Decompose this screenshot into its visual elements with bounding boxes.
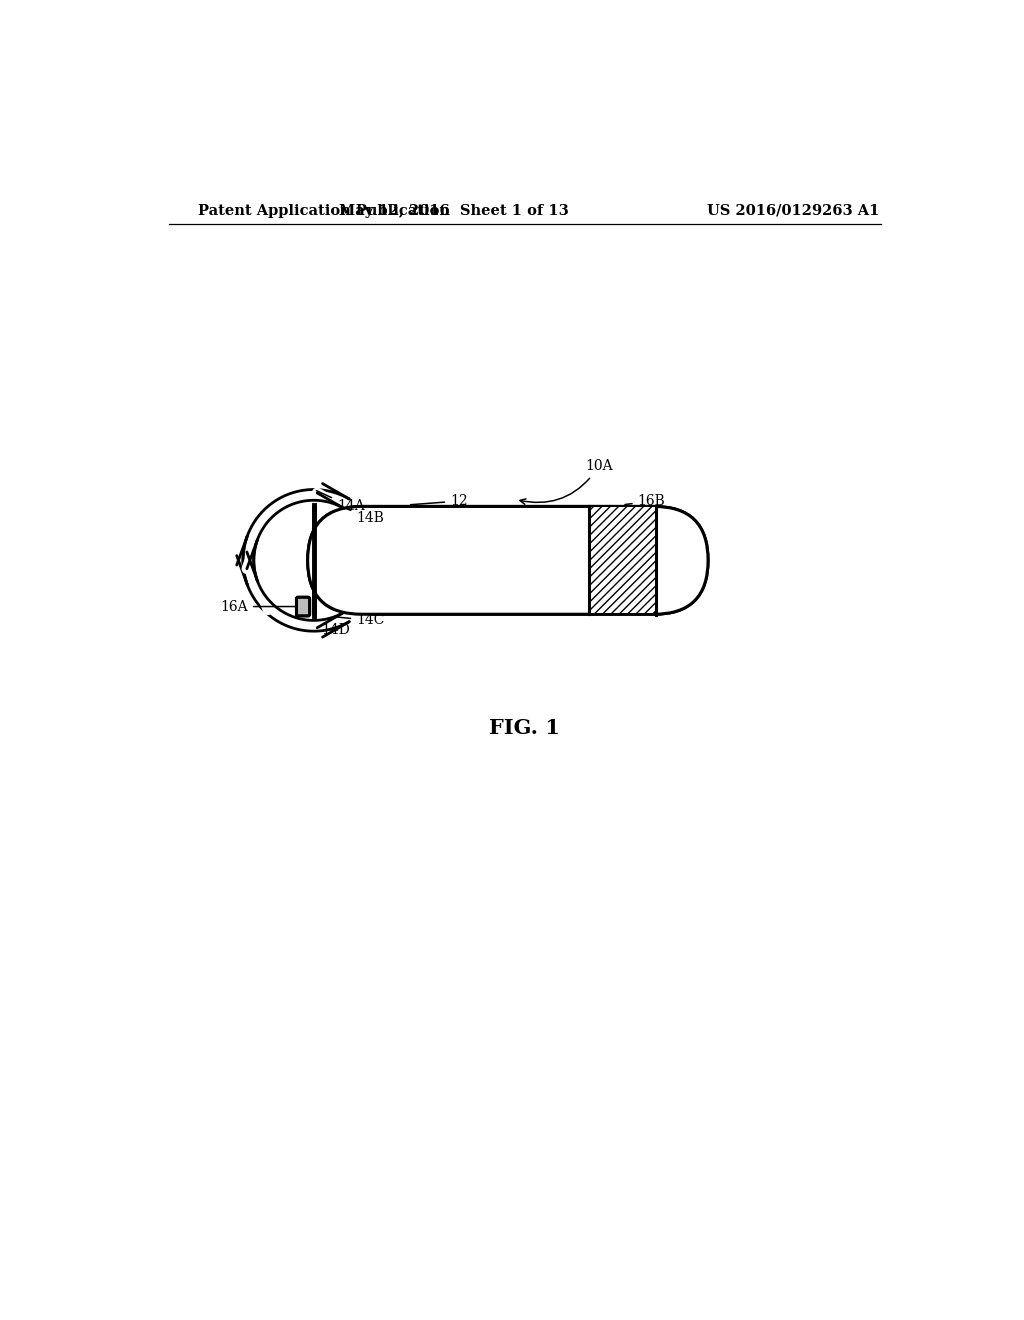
Text: 16B: 16B: [625, 494, 666, 508]
Text: 16A: 16A: [220, 599, 295, 614]
Text: 10A: 10A: [520, 459, 612, 504]
Text: 14B: 14B: [337, 506, 384, 525]
Text: May 12, 2016  Sheet 1 of 13: May 12, 2016 Sheet 1 of 13: [339, 203, 569, 218]
Text: 14C: 14C: [337, 614, 385, 627]
Text: US 2016/0129263 A1: US 2016/0129263 A1: [707, 203, 879, 218]
FancyBboxPatch shape: [297, 598, 309, 615]
Text: 12: 12: [411, 494, 468, 508]
Text: 14D: 14D: [313, 623, 350, 638]
Text: 14A: 14A: [316, 491, 365, 513]
Bar: [589, 507, 655, 614]
Text: FIG. 1: FIG. 1: [489, 718, 560, 738]
Bar: [589, 507, 655, 614]
FancyBboxPatch shape: [307, 507, 708, 614]
Text: Patent Application Publication: Patent Application Publication: [199, 203, 451, 218]
FancyBboxPatch shape: [307, 507, 708, 614]
FancyBboxPatch shape: [297, 598, 309, 615]
